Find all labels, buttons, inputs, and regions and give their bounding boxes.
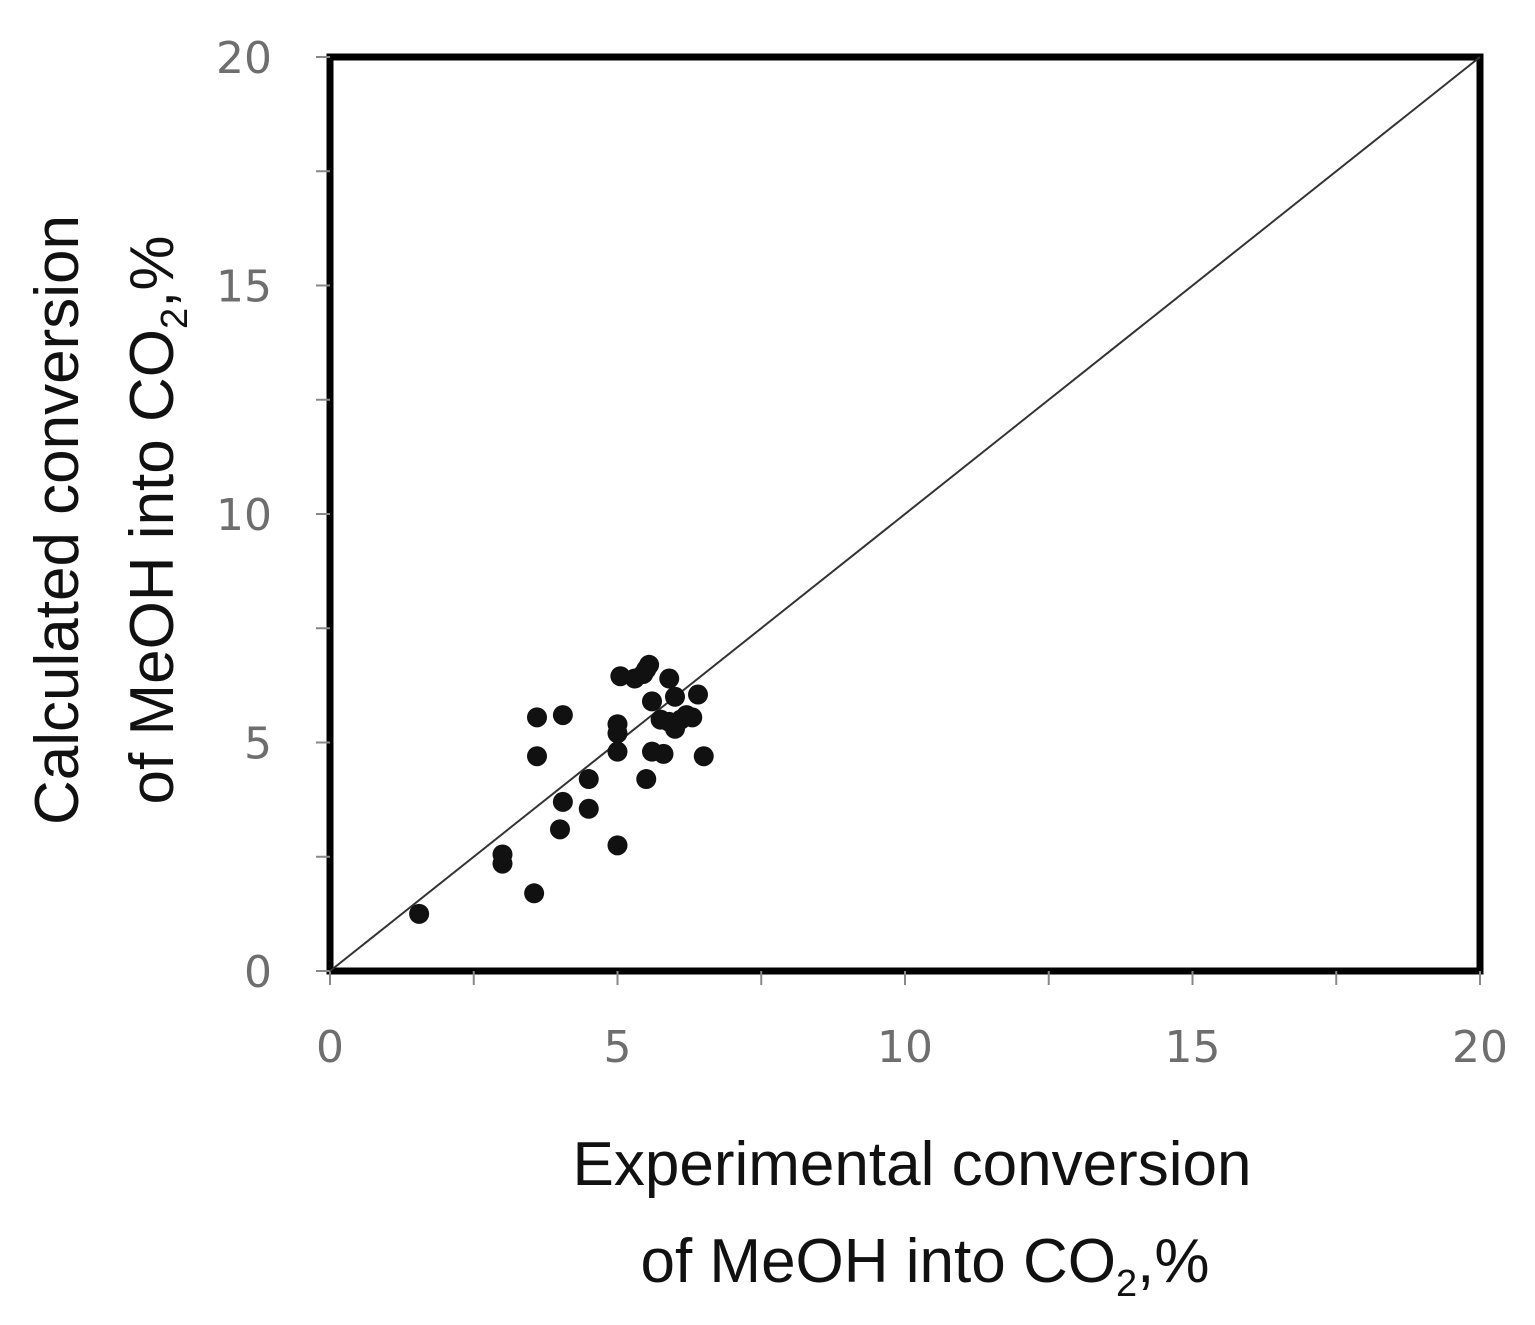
x-axis-title-line2: of MeOH into CO2,%: [641, 1227, 1210, 1305]
axis-ticks: [316, 56, 1481, 985]
data-point: [552, 791, 573, 812]
y-tick-labels: 0 5 10 15 20: [216, 33, 272, 998]
data-point: [527, 746, 547, 767]
data-point: [636, 769, 657, 790]
data-point: [527, 707, 547, 728]
x-tick-label: 5: [604, 1022, 632, 1073]
data-point: [409, 903, 430, 924]
x-tick-label: 15: [1165, 1022, 1221, 1073]
y-tick-label: 10: [216, 490, 272, 541]
data-point: [642, 691, 662, 712]
x-tick-label: 20: [1452, 1022, 1508, 1073]
data-point: [607, 714, 628, 735]
data-point: [607, 835, 628, 856]
data-point: [639, 654, 660, 675]
data-point: [552, 705, 573, 726]
y-tick-label: 0: [244, 947, 272, 998]
y-axis-title: Calculated conversion of MeOH into CO2,%: [23, 215, 196, 825]
data-point: [578, 769, 599, 790]
data-point: [653, 743, 674, 764]
x-axis-title-line1: Experimental conversion: [573, 1130, 1252, 1199]
x-tick-labels: 0 5 10 15 20: [316, 1022, 1508, 1073]
y-tick-label: 20: [216, 33, 272, 84]
parity-line: [329, 56, 1481, 972]
y-axis-title-line1: Calculated conversion: [23, 215, 92, 825]
data-point: [682, 707, 703, 728]
data-point: [524, 883, 545, 904]
x-tick-label: 10: [877, 1022, 933, 1073]
data-points: [409, 654, 714, 924]
data-point: [693, 746, 714, 767]
y-axis-title-line2: of MeOH into CO2,%: [118, 236, 196, 805]
y-tick-label: 15: [216, 262, 272, 313]
data-point: [688, 684, 708, 705]
data-point: [578, 798, 599, 819]
data-point: [550, 819, 570, 840]
data-point: [607, 741, 628, 762]
x-axis-title: Experimental conversion: [573, 1130, 1252, 1199]
y-tick-label: 5: [244, 719, 272, 770]
x-tick-label: 0: [316, 1022, 344, 1073]
data-point: [659, 668, 680, 689]
data-point: [492, 844, 513, 865]
data-point: [665, 686, 685, 707]
